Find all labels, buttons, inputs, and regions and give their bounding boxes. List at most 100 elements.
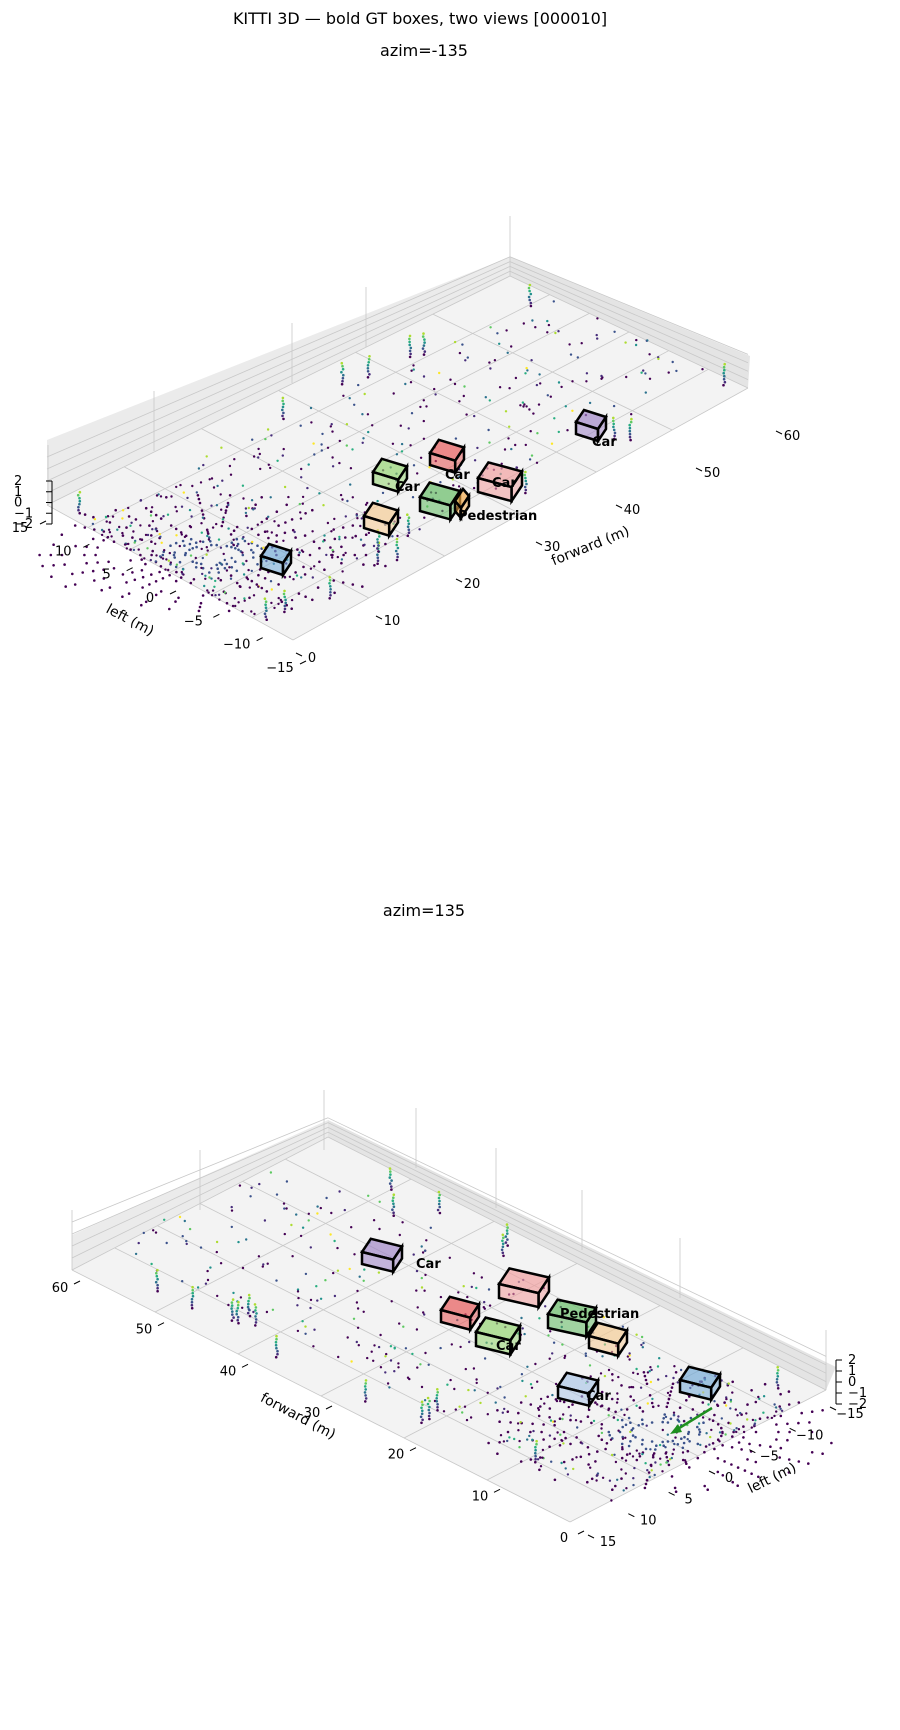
lidar-point [786, 1422, 789, 1426]
lidar-point [281, 408, 284, 412]
lidar-point [558, 1417, 562, 1420]
lidar-point [724, 1404, 728, 1407]
lidar-point [359, 538, 363, 541]
lidar-point [363, 392, 366, 396]
lidar-point [467, 1388, 470, 1392]
bottom-view-title: azim=135 [383, 901, 465, 920]
lidar-point [252, 1310, 255, 1314]
lidar-point [534, 1457, 537, 1461]
lidar-point [73, 583, 77, 586]
lidar-point [652, 1454, 655, 1457]
lidar-point [600, 1423, 604, 1426]
lidar-point [282, 592, 286, 596]
lidar-point [630, 1428, 633, 1432]
lidar-point [435, 1394, 439, 1397]
lidar-point [473, 1389, 476, 1392]
gt-box-label: Pedestrian [560, 1307, 639, 1322]
lidar-point [435, 1400, 439, 1403]
lidar-point [547, 1334, 550, 1337]
lidar-point [472, 1272, 476, 1275]
lidar-point [377, 1345, 381, 1349]
lidar-point [560, 1438, 563, 1442]
lidar-point [569, 353, 573, 356]
lidar-point [406, 519, 410, 522]
lidar-point [246, 1311, 250, 1315]
lidar-point [727, 1382, 730, 1385]
lidar-point [392, 1193, 396, 1196]
lidar-point [367, 361, 371, 364]
lidar-point [294, 536, 297, 539]
lidar-point [353, 1253, 356, 1256]
lidar-point [231, 1310, 234, 1313]
lidar-point [340, 370, 343, 374]
lidar-point [409, 381, 413, 384]
lidar-point [206, 1278, 210, 1282]
x-tick-mark [577, 1530, 585, 1535]
lidar-point [376, 559, 380, 562]
lidar-point [169, 561, 172, 564]
lidar-point [673, 1442, 676, 1446]
lidar-point [746, 1418, 749, 1421]
lidar-point [620, 1456, 624, 1460]
lidar-point [92, 515, 95, 519]
lidar-point [696, 1456, 700, 1460]
lidar-point [290, 518, 294, 521]
lidar-point [723, 362, 726, 366]
lidar-point [372, 1219, 376, 1222]
lidar-point [423, 516, 426, 519]
lidar-point [421, 1403, 424, 1407]
z-tick-label: 0 [14, 496, 22, 511]
floor-gridline [114, 1247, 613, 1501]
lidar-point [398, 1233, 401, 1237]
lidar-point [313, 565, 316, 568]
bottom-view-gridlines [71, 1090, 827, 1523]
lidar-point [85, 561, 88, 565]
lidar-point [671, 1452, 674, 1456]
lidar-point [284, 521, 287, 524]
lidar-point [396, 555, 399, 559]
lidar-point [230, 1301, 234, 1304]
lidar-point [318, 560, 321, 564]
lidar-point [118, 525, 121, 529]
lidar-point [524, 1395, 527, 1398]
lidar-point [528, 283, 532, 287]
pane-gridline [71, 1117, 329, 1223]
lidar-point [638, 1406, 642, 1409]
x-tick-label: 40 [220, 1364, 237, 1379]
lidar-point [523, 485, 527, 489]
lidar-point [291, 1255, 294, 1258]
lidar-point [184, 551, 187, 555]
lidar-point [322, 504, 325, 507]
lidar-point [736, 1466, 740, 1469]
lidar-point [251, 540, 254, 544]
lidar-point [245, 514, 248, 518]
lidar-point [372, 544, 376, 548]
lidar-point [650, 1464, 653, 1468]
lidar-point [125, 581, 128, 584]
lidar-point [558, 1444, 562, 1447]
lidar-point [608, 1479, 612, 1482]
lidar-point [686, 1438, 689, 1441]
lidar-point [400, 450, 404, 453]
lidar-point [52, 543, 55, 546]
lidar-point [787, 1458, 791, 1461]
lidar-point [731, 1391, 734, 1394]
lidar-point [121, 509, 125, 512]
lidar-point [616, 1392, 619, 1395]
lidar-point [407, 531, 411, 534]
floor-gridline [46, 275, 511, 506]
lidar-point [553, 1420, 556, 1423]
gt-box-side [587, 1376, 600, 1410]
lidar-point [552, 300, 555, 303]
pane-gridline [509, 261, 749, 364]
lidar-point [356, 1307, 360, 1310]
lidar-point [523, 403, 526, 406]
lidar-point [215, 563, 218, 567]
y-tick-label: −5 [760, 1450, 779, 1465]
lidar-point [215, 543, 218, 547]
lidar-point [436, 1406, 439, 1409]
lidar-point [425, 1239, 428, 1242]
lidar-point [285, 1207, 288, 1210]
lidar-point [283, 531, 287, 535]
lidar-point [532, 1429, 535, 1433]
